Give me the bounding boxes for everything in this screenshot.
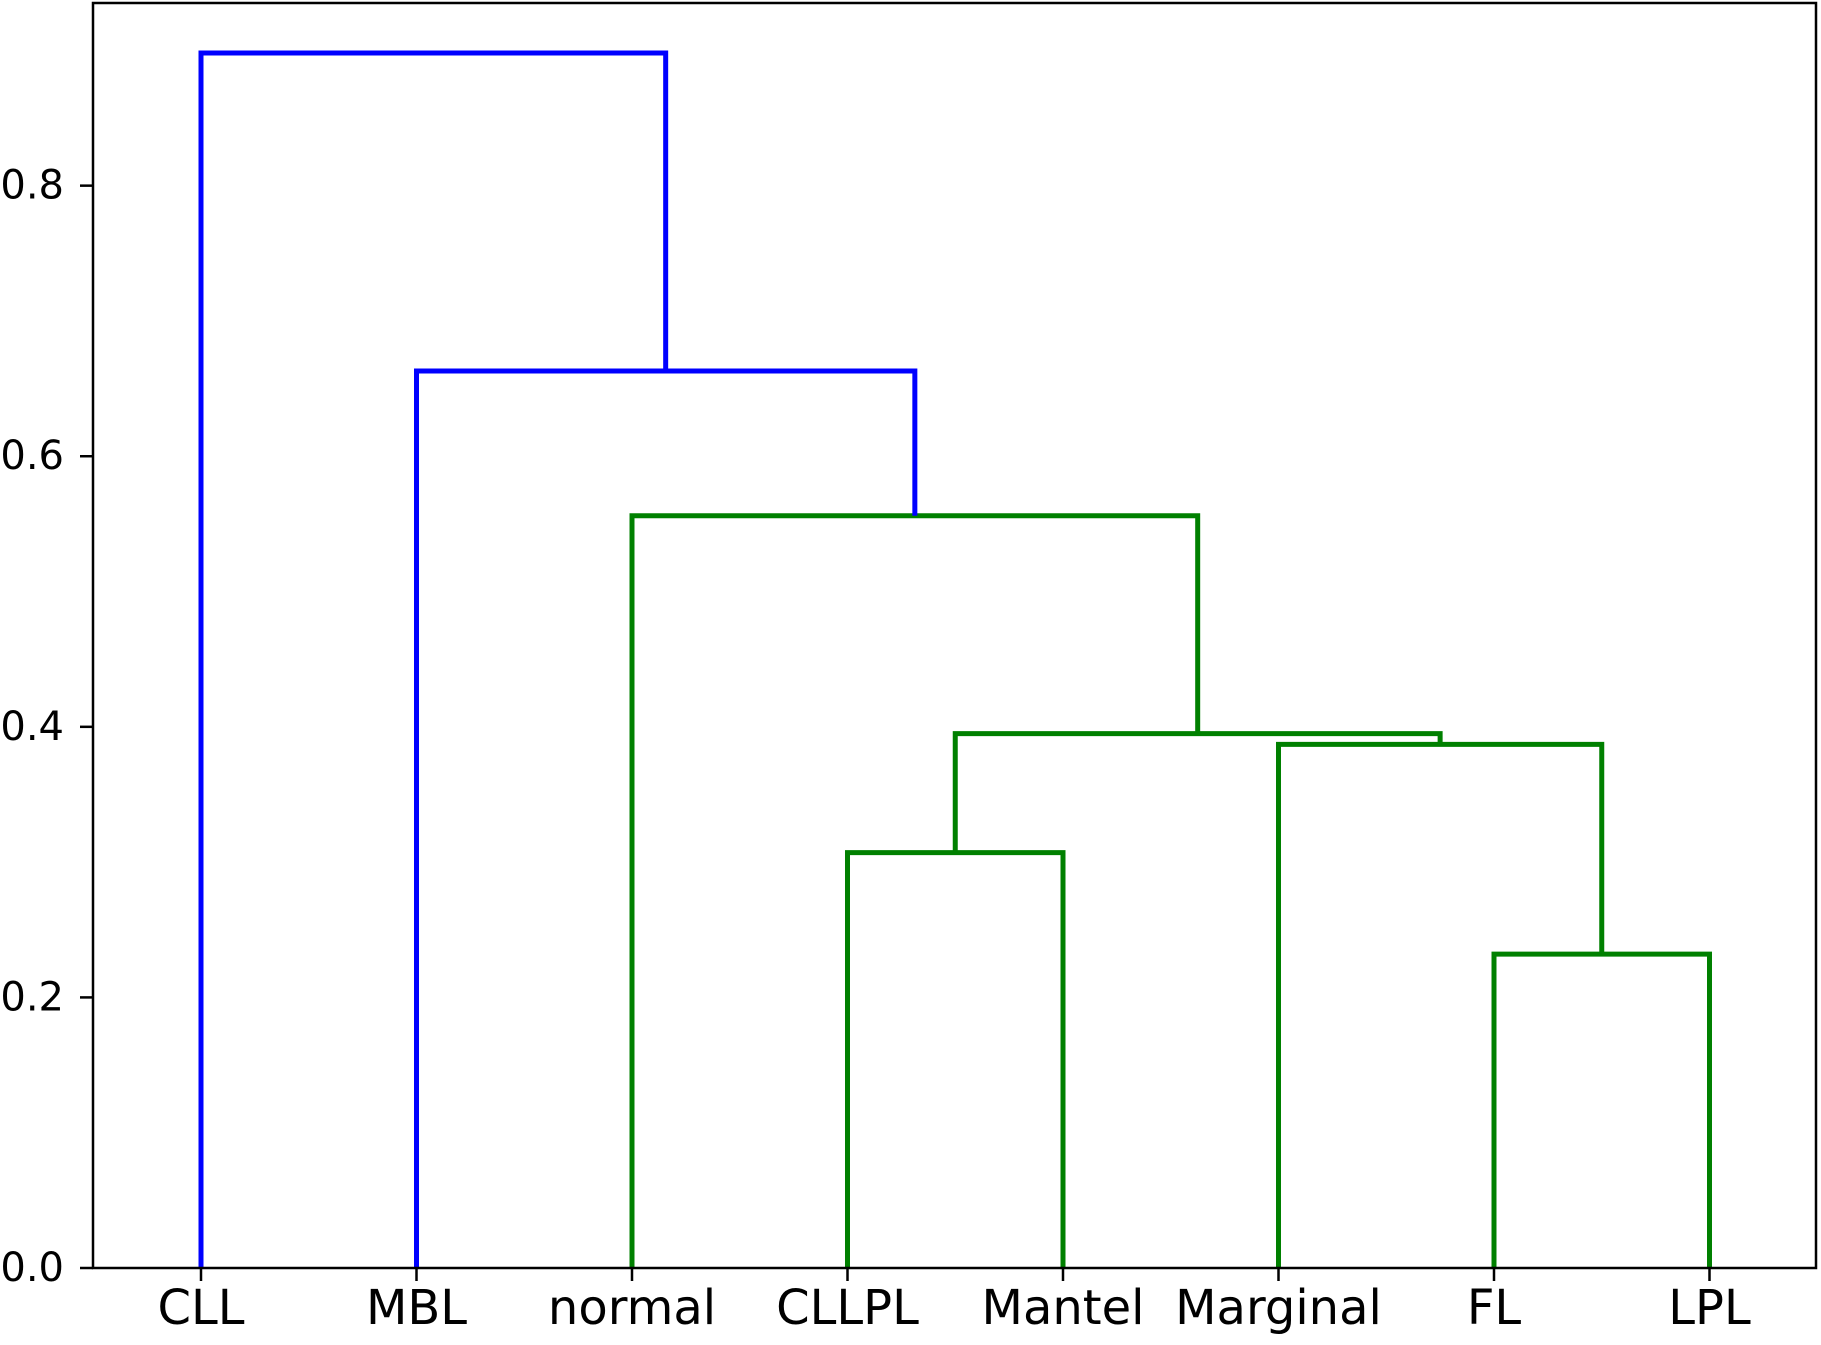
y-tick-label: 0.8: [0, 163, 64, 209]
dendrogram-link-5: [629, 513, 1201, 1268]
dendrogram-link-7: [198, 50, 669, 1268]
links-layer: [198, 50, 1712, 1268]
y-tick-label: 0.2: [0, 974, 64, 1020]
y-tick-label: 0.6: [0, 433, 64, 479]
y-tick-label: 0.4: [0, 704, 64, 750]
y-tick-label: 0.0: [0, 1245, 64, 1291]
leaf-label-normal: normal: [548, 1280, 716, 1336]
leaf-label-lpl: LPL: [1668, 1280, 1751, 1336]
leaf-label-fl: FL: [1467, 1280, 1522, 1336]
leaf-label-marginal: Marginal: [1175, 1280, 1382, 1336]
dendrogram-link-4: [952, 731, 1443, 853]
dendrogram-link-3: [1276, 741, 1605, 1268]
dendrogram-link-1: [845, 850, 1066, 1268]
x-axis: CLL MBL normal CLLPL Mantel Marginal FL LPL: [158, 1268, 1751, 1336]
leaf-label-cll: CLL: [158, 1280, 245, 1336]
plot-frame: [91, 1, 1818, 1270]
leaf-label-mantel: Mantel: [982, 1280, 1145, 1336]
leaf-label-cllpl: CLLPL: [776, 1280, 919, 1336]
leaf-label-mbl: MBL: [366, 1280, 467, 1336]
dendrogram-link-2: [1491, 951, 1712, 1268]
dendrogram-link-6: [414, 368, 918, 1268]
y-axis: 0.0 0.2 0.4 0.6 0.8: [0, 163, 93, 1291]
